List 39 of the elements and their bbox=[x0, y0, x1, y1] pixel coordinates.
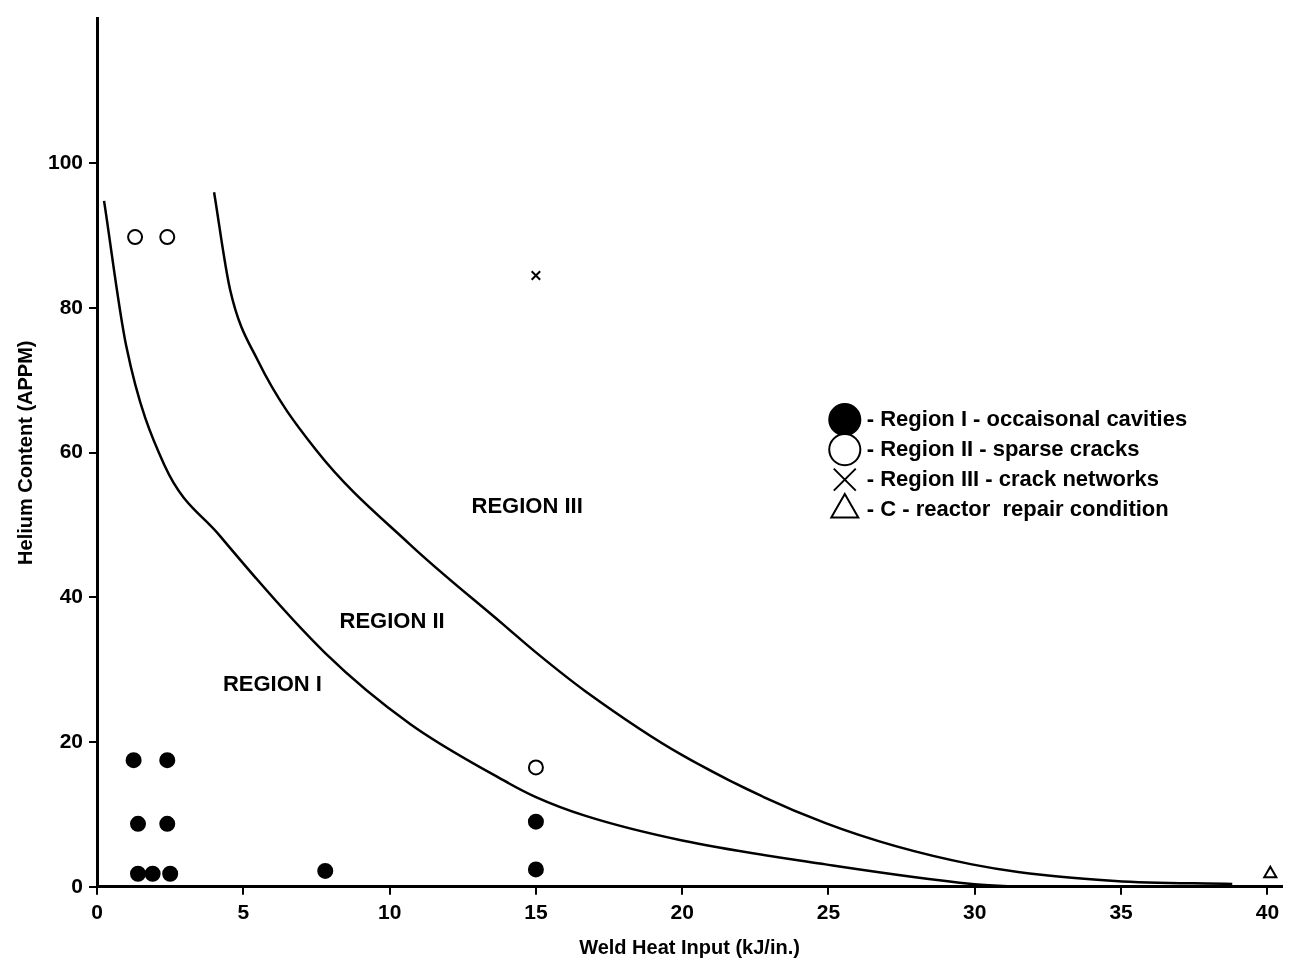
annotation: REGION III bbox=[471, 493, 583, 519]
x-tick-label: 25 bbox=[816, 900, 841, 924]
legend-label: - Region II - sparse cracks bbox=[866, 435, 1140, 461]
legend-label: - C - reactor repair condition bbox=[866, 495, 1169, 521]
x-tick-label: 5 bbox=[237, 900, 250, 924]
y-tick-label: 100 bbox=[47, 150, 84, 174]
y-tick-label: 0 bbox=[71, 873, 84, 897]
x-tick-label: 30 bbox=[963, 900, 987, 924]
point bbox=[159, 815, 176, 832]
legend-label: - Region I - occaisonal cavities bbox=[866, 405, 1188, 431]
point bbox=[530, 270, 542, 281]
point bbox=[527, 861, 544, 878]
y-tick-label: 60 bbox=[59, 439, 84, 463]
y-tick-label: 80 bbox=[59, 294, 84, 318]
point bbox=[159, 752, 176, 769]
annotation: REGION II bbox=[339, 608, 445, 634]
legend-label: - Region III - crack networks bbox=[866, 465, 1159, 491]
point bbox=[527, 813, 544, 830]
point bbox=[127, 229, 144, 246]
point bbox=[144, 865, 161, 882]
point bbox=[125, 752, 142, 769]
point bbox=[159, 229, 176, 246]
point bbox=[130, 865, 146, 882]
y-tick-label: 20 bbox=[59, 728, 84, 752]
x-tick-label: 0 bbox=[91, 900, 103, 924]
x-tick-label: 20 bbox=[670, 900, 694, 924]
annotation: REGION I bbox=[222, 670, 322, 696]
x-tick-label: 10 bbox=[377, 900, 402, 924]
x-axis-title: Weld Heat Input (kJ/in.) bbox=[579, 935, 800, 958]
y-tick-label: 40 bbox=[59, 584, 84, 608]
x-tick-label: 15 bbox=[524, 900, 548, 924]
x-tick-label: 40 bbox=[1255, 900, 1280, 924]
point bbox=[162, 865, 179, 882]
point bbox=[130, 815, 146, 832]
x-tick-label: 35 bbox=[1109, 900, 1134, 924]
point bbox=[527, 759, 544, 776]
y-axis-title: Helium Content (APPM) bbox=[13, 340, 36, 565]
point bbox=[317, 862, 334, 879]
point bbox=[1263, 865, 1278, 879]
